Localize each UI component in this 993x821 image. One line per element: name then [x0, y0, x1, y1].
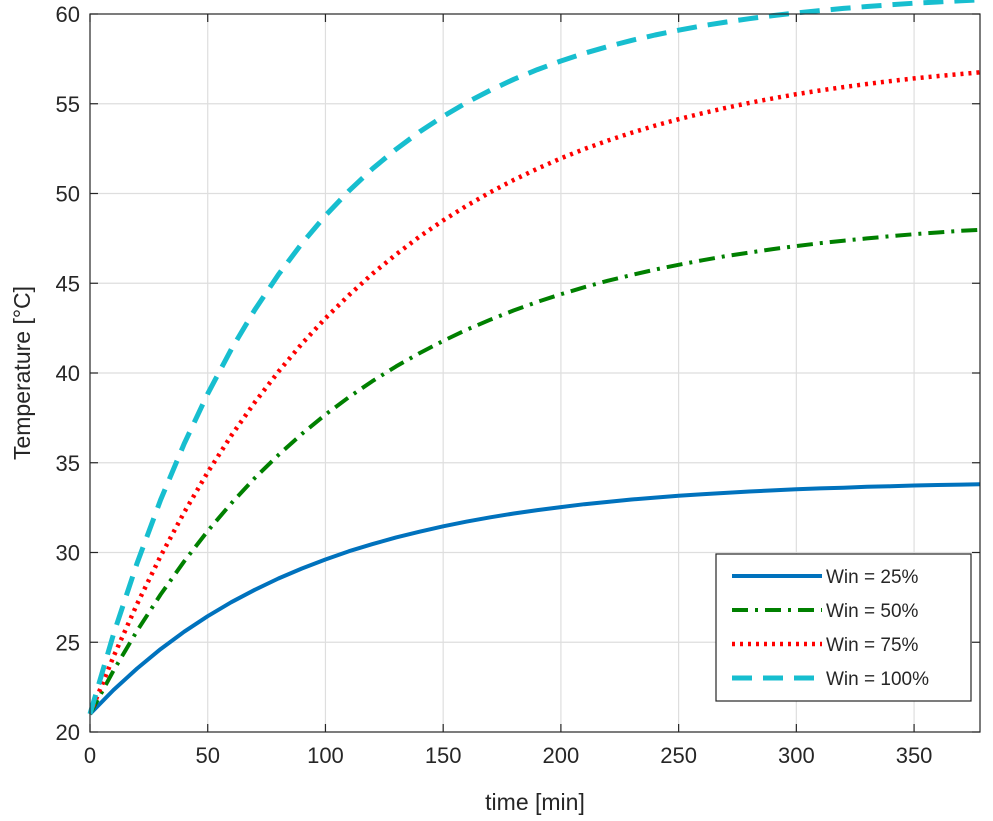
x-tick-label: 200 — [543, 743, 580, 768]
legend: Win = 25% Win = 50% Win = 75% Win = 100% — [715, 553, 972, 702]
x-tick-label: 250 — [660, 743, 697, 768]
x-tick-label: 100 — [307, 743, 344, 768]
y-tick-label: 35 — [56, 451, 80, 476]
grid — [90, 14, 980, 732]
x-tick-label: 300 — [778, 743, 815, 768]
series-lines — [87, 0, 981, 716]
legend-label: Win = 25% — [826, 567, 919, 588]
series-line — [87, 0, 981, 715]
series-line — [88, 227, 981, 715]
y-tick-label: 45 — [56, 271, 80, 296]
y-tick-label: 50 — [56, 182, 80, 207]
axis-ticks: 0 50 100 150 200 250 300 350 20 25 30 35 40 45 50 55 60 — [56, 2, 980, 768]
series-line — [88, 482, 981, 716]
series-line — [87, 70, 981, 715]
x-tick-label: 150 — [425, 743, 462, 768]
x-axis-title: time [min] — [485, 789, 585, 815]
y-tick-label: 60 — [56, 2, 80, 27]
y-tick-label: 55 — [56, 92, 80, 117]
legend-label: Win = 100% — [826, 669, 929, 690]
legend-label: Win = 75% — [826, 635, 919, 656]
x-tick-label: 50 — [195, 743, 219, 768]
x-tick-label: 0 — [84, 743, 96, 768]
y-tick-label: 40 — [56, 361, 80, 386]
y-tick-label: 25 — [56, 630, 80, 655]
y-axis-title: Temperature [°C] — [9, 286, 35, 460]
legend-box — [715, 553, 972, 702]
x-tick-label: 350 — [896, 743, 933, 768]
y-tick-label: 30 — [56, 541, 80, 566]
legend-label: Win = 50% — [826, 601, 919, 622]
y-tick-label: 20 — [56, 720, 80, 745]
